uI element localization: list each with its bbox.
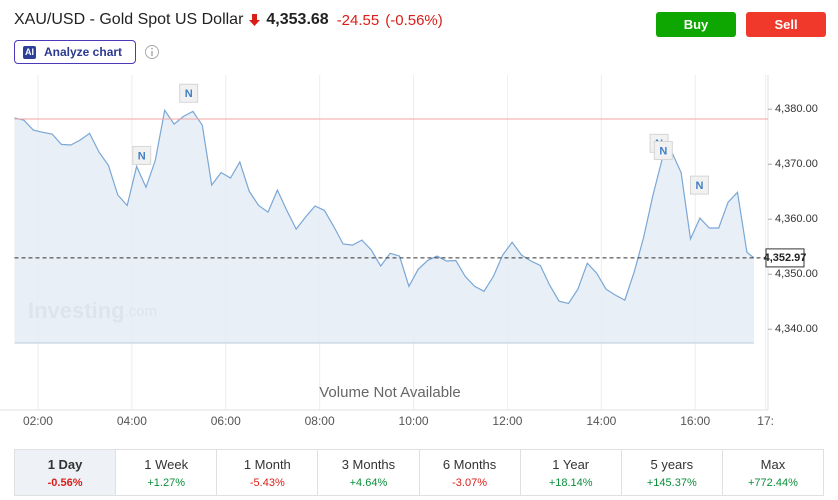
- timeframe-tabs: 1 Day -0.56% 1 Week +1.27% 1 Month -5.43% 3 Mo…: [14, 449, 824, 496]
- analyze-chart-button[interactable]: AI Analyze chart: [14, 40, 136, 64]
- analyze-chart-label: Analyze chart: [44, 45, 123, 59]
- last-price-label: 4,352.97: [764, 252, 807, 264]
- instrument-title: XAU/USD - Gold Spot US Dollar: [14, 11, 244, 28]
- x-tick-label: 06:00: [211, 414, 241, 428]
- y-tick-label: 4,350.00: [775, 268, 818, 280]
- timeframe-change: -0.56%: [47, 476, 83, 489]
- timeframe-tab[interactable]: 5 years +145.37%: [622, 450, 723, 495]
- timeframe-change: +18.14%: [548, 476, 593, 489]
- timeframe-change: +145.37%: [646, 476, 697, 489]
- sell-button[interactable]: Sell: [746, 12, 826, 37]
- news-marker[interactable]: [179, 83, 199, 103]
- timeframe-label: 1 Month: [243, 456, 291, 472]
- x-tick-label: 10:00: [399, 414, 429, 428]
- news-marker-label: N: [138, 150, 146, 162]
- timeframe-change: +1.27%: [147, 476, 185, 489]
- timeframe-label: 3 Months: [341, 456, 396, 472]
- timeframe-tab[interactable]: 1 Month -5.43%: [217, 450, 319, 495]
- volume-note: Volume Not Available: [319, 384, 460, 401]
- x-tick-label: 14:00: [586, 414, 616, 428]
- x-tick-label: 08:00: [305, 414, 335, 428]
- chart: 02:00 04:00 06:00 08:00 10:00 12:00 14:00 16:00…: [0, 75, 818, 428]
- y-tick-label: 4,380.00: [775, 103, 818, 115]
- timeframe-tab[interactable]: 1 Week +1.27%: [116, 450, 218, 495]
- timeframe-tab[interactable]: 6 Months -3.07%: [420, 450, 521, 495]
- last-price-tag: [765, 248, 805, 268]
- timeframe-tab[interactable]: 1 Day -0.56%: [15, 450, 117, 495]
- timeframe-change: +4.64%: [349, 476, 388, 489]
- news-marker[interactable]: [132, 145, 152, 165]
- price-line: [14, 108, 755, 305]
- y-tick-label: 4,360.00: [775, 213, 818, 225]
- timeframe-change: +772.44%: [748, 476, 798, 489]
- ai-badge: AI: [23, 45, 36, 59]
- news-marker[interactable]: [653, 140, 673, 160]
- info-icon[interactable]: [144, 44, 160, 60]
- timeframe-tab[interactable]: 1 Year +18.14%: [521, 450, 622, 495]
- timeframe-tab[interactable]: 3 Months +4.64%: [318, 450, 420, 495]
- price-change-percent: (-0.56%): [385, 11, 443, 29]
- buy-button[interactable]: Buy: [656, 12, 736, 37]
- y-tick-label: 4,370.00: [775, 158, 818, 170]
- down-arrow-icon: [249, 14, 261, 26]
- x-tick-label: 17:: [757, 414, 774, 428]
- news-marker-label: N: [695, 180, 703, 192]
- timeframe-label: 6 Months: [442, 456, 497, 472]
- timeframe-label: 1 Day: [47, 456, 83, 472]
- timeframe-label: 5 years: [650, 456, 694, 472]
- x-tick-label: 16:00: [680, 414, 710, 428]
- x-tick-label: 04:00: [117, 414, 147, 428]
- price-area: [14, 110, 754, 343]
- timeframe-label: 1 Year: [552, 456, 590, 472]
- timeframe-label: Max: [760, 456, 786, 472]
- news-marker-label: N: [185, 88, 193, 100]
- timeframe-label: 1 Week: [144, 456, 189, 472]
- x-tick-label: 12:00: [492, 414, 522, 428]
- timeframe-change: -5.43%: [249, 476, 285, 489]
- y-tick-label: 4,340.00: [775, 323, 818, 335]
- news-marker-label: N: [659, 145, 667, 157]
- x-tick-label: 02:00: [23, 414, 53, 428]
- timeframe-change: -3.07%: [452, 476, 487, 489]
- header: XAU/USD - Gold Spot US Dollar 4,353.68 -…: [14, 11, 443, 29]
- price: 4,353.68: [266, 11, 329, 28]
- news-marker[interactable]: [689, 175, 709, 195]
- price-change: -24.55: [336, 11, 380, 29]
- timeframe-tab[interactable]: Max +772.44%: [723, 450, 823, 495]
